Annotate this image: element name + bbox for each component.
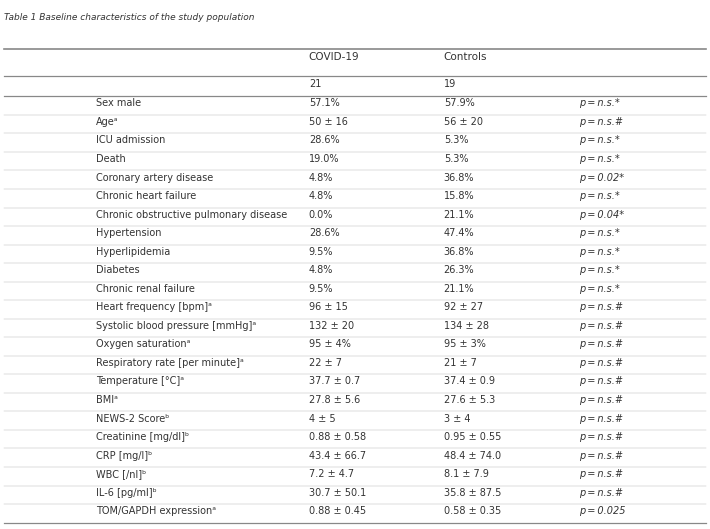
Text: p = n.s.*: p = n.s.* [579,228,619,238]
Text: 21.1%: 21.1% [444,284,474,294]
Text: 21: 21 [309,79,321,89]
Text: 9.5%: 9.5% [309,284,334,294]
Text: p = n.s.#: p = n.s.# [579,469,623,479]
Text: 0.58 ± 0.35: 0.58 ± 0.35 [444,506,501,516]
Text: Table 1 Baseline characteristics of the study population: Table 1 Baseline characteristics of the … [4,13,254,22]
Text: ICU admission: ICU admission [96,135,165,145]
Text: 95 ± 3%: 95 ± 3% [444,340,486,349]
Text: 132 ± 20: 132 ± 20 [309,321,354,331]
Text: 92 ± 27: 92 ± 27 [444,302,483,312]
Text: 5.3%: 5.3% [444,135,469,145]
Text: 28.6%: 28.6% [309,228,339,238]
Text: Chronic obstructive pulmonary disease: Chronic obstructive pulmonary disease [96,209,287,220]
Text: Temperature [°C]ᵃ: Temperature [°C]ᵃ [96,377,184,387]
Text: COVID-19: COVID-19 [309,52,359,62]
Text: Ageᵃ: Ageᵃ [96,117,119,127]
Text: 9.5%: 9.5% [309,247,334,257]
Text: Creatinine [mg/dl]ᵇ: Creatinine [mg/dl]ᵇ [96,432,189,442]
Text: Systolic blood pressure [mmHg]ᵃ: Systolic blood pressure [mmHg]ᵃ [96,321,256,331]
Text: 57.1%: 57.1% [309,98,339,108]
Text: p = n.s.#: p = n.s.# [579,451,623,461]
Text: Death: Death [96,154,126,164]
Text: p = n.s.*: p = n.s.* [579,154,619,164]
Text: 0.95 ± 0.55: 0.95 ± 0.55 [444,432,501,442]
Text: 57.9%: 57.9% [444,98,474,108]
Text: p = n.s.#: p = n.s.# [579,302,623,312]
Text: 0.88 ± 0.45: 0.88 ± 0.45 [309,506,366,516]
Text: 19: 19 [444,79,456,89]
Text: p = n.s.#: p = n.s.# [579,340,623,349]
Text: Coronary artery disease: Coronary artery disease [96,172,213,183]
Text: 21 ± 7: 21 ± 7 [444,358,476,368]
Text: p = n.s.*: p = n.s.* [579,247,619,257]
Text: p = n.s.#: p = n.s.# [579,395,623,405]
Text: p = 0.02*: p = 0.02* [579,172,624,183]
Text: 8.1 ± 7.9: 8.1 ± 7.9 [444,469,488,479]
Text: 21.1%: 21.1% [444,209,474,220]
Text: Heart frequency [bpm]ᵃ: Heart frequency [bpm]ᵃ [96,302,212,312]
Text: Oxygen saturationᵃ: Oxygen saturationᵃ [96,340,190,349]
Text: 30.7 ± 50.1: 30.7 ± 50.1 [309,488,366,498]
Text: Chronic heart failure: Chronic heart failure [96,191,196,201]
Text: 4.8%: 4.8% [309,191,333,201]
Text: p = n.s.#: p = n.s.# [579,117,623,127]
Text: p = n.s.#: p = n.s.# [579,377,623,387]
Text: 22 ± 7: 22 ± 7 [309,358,342,368]
Text: 0.88 ± 0.58: 0.88 ± 0.58 [309,432,366,442]
Text: 15.8%: 15.8% [444,191,474,201]
Text: Chronic renal failure: Chronic renal failure [96,284,195,294]
Text: 56 ± 20: 56 ± 20 [444,117,483,127]
Text: 27.8 ± 5.6: 27.8 ± 5.6 [309,395,360,405]
Text: Hyperlipidemia: Hyperlipidemia [96,247,170,257]
Text: 36.8%: 36.8% [444,247,474,257]
Text: p = n.s.*: p = n.s.* [579,98,619,108]
Text: TOM/GAPDH expressionᵃ: TOM/GAPDH expressionᵃ [96,506,216,516]
Text: 4.8%: 4.8% [309,172,333,183]
Text: Hypertension: Hypertension [96,228,161,238]
Text: p = n.s.*: p = n.s.* [579,191,619,201]
Text: NEWS-2 Scoreᵇ: NEWS-2 Scoreᵇ [96,414,169,424]
Text: p = n.s.#: p = n.s.# [579,358,623,368]
Text: p = n.s.#: p = n.s.# [579,321,623,331]
Text: BMIᵃ: BMIᵃ [96,395,118,405]
Text: p = n.s.*: p = n.s.* [579,284,619,294]
Text: 47.4%: 47.4% [444,228,474,238]
Text: 28.6%: 28.6% [309,135,339,145]
Text: p = n.s.#: p = n.s.# [579,414,623,424]
Text: 134 ± 28: 134 ± 28 [444,321,488,331]
Text: CRP [mg/l]ᵇ: CRP [mg/l]ᵇ [96,451,152,461]
Text: 19.0%: 19.0% [309,154,339,164]
Text: 36.8%: 36.8% [444,172,474,183]
Text: WBC [/nl]ᵇ: WBC [/nl]ᵇ [96,469,146,479]
Text: p = n.s.#: p = n.s.# [579,432,623,442]
Text: IL-6 [pg/ml]ᵇ: IL-6 [pg/ml]ᵇ [96,488,157,498]
Text: 0.0%: 0.0% [309,209,333,220]
Text: 37.7 ± 0.7: 37.7 ± 0.7 [309,377,360,387]
Text: 3 ± 4: 3 ± 4 [444,414,470,424]
Text: p = n.s.*: p = n.s.* [579,135,619,145]
Text: 27.6 ± 5.3: 27.6 ± 5.3 [444,395,495,405]
Text: p = n.s.*: p = n.s.* [579,265,619,275]
Text: p = n.s.#: p = n.s.# [579,488,623,498]
Text: 7.2 ± 4.7: 7.2 ± 4.7 [309,469,354,479]
Text: 4.8%: 4.8% [309,265,333,275]
Text: 37.4 ± 0.9: 37.4 ± 0.9 [444,377,495,387]
Text: 43.4 ± 66.7: 43.4 ± 66.7 [309,451,366,461]
Text: 48.4 ± 74.0: 48.4 ± 74.0 [444,451,501,461]
Text: Controls: Controls [444,52,487,62]
Text: Diabetes: Diabetes [96,265,139,275]
Text: Respiratory rate [per minute]ᵃ: Respiratory rate [per minute]ᵃ [96,358,244,368]
Text: 35.8 ± 87.5: 35.8 ± 87.5 [444,488,501,498]
Text: p = 0.04*: p = 0.04* [579,209,624,220]
Text: 26.3%: 26.3% [444,265,474,275]
Text: 95 ± 4%: 95 ± 4% [309,340,351,349]
Text: 5.3%: 5.3% [444,154,469,164]
Text: p = 0.025: p = 0.025 [579,506,625,516]
Text: 96 ± 15: 96 ± 15 [309,302,348,312]
Text: 4 ± 5: 4 ± 5 [309,414,336,424]
Text: Sex male: Sex male [96,98,141,108]
Text: 50 ± 16: 50 ± 16 [309,117,348,127]
